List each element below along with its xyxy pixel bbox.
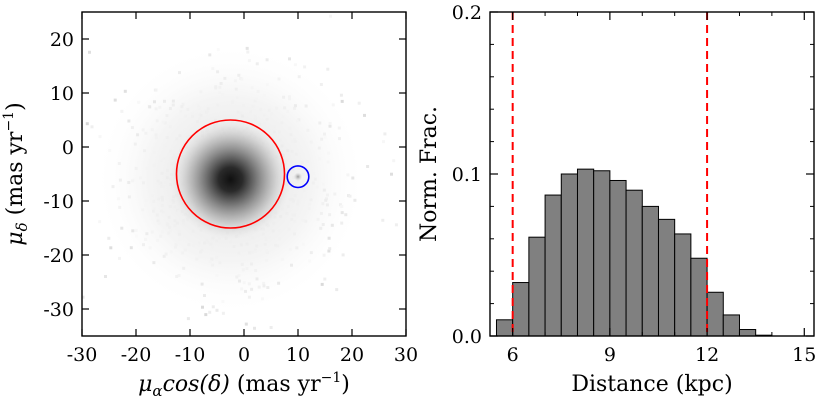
left-xtick-label: -20: [121, 344, 152, 366]
density-speckle: [123, 89, 127, 93]
density-speckle: [85, 122, 89, 126]
right-xtick-label: 12: [695, 344, 719, 366]
left-ytick-label: 10: [50, 83, 74, 105]
density-speckle: [232, 341, 235, 344]
histogram-bar: [593, 170, 611, 337]
density-core: [170, 118, 291, 240]
density-speckle: [383, 132, 387, 136]
density-speckle: [366, 165, 370, 168]
histogram-bar: [544, 194, 562, 337]
left-tick-labels: -30 -20 -10 0 10 20 30 -30 -20 -10 0 10 20: [43, 29, 418, 366]
distance-histogram-panel: 6 9 12 15 0.0 0.1 0.2 Distance (kpc) Norm. Fra…: [417, 2, 816, 397]
histogram-bar: [657, 218, 676, 337]
left-xtick-label: 30: [394, 344, 418, 366]
histogram-bar: [528, 236, 546, 337]
left-ytick-label: 0: [62, 137, 74, 159]
density-speckle: [82, 295, 85, 299]
histogram-bars: [495, 168, 773, 337]
density-speckle: [363, 113, 366, 117]
histogram-bar: [706, 291, 724, 337]
density-speckle: [98, 220, 102, 224]
left-ytick-label: 20: [50, 29, 74, 51]
density-speckle: [394, 223, 398, 227]
density-speckle: [329, 14, 332, 18]
histogram-bar: [674, 233, 692, 337]
right-axis-ticks: [490, 11, 814, 337]
density-speckle: [204, 313, 208, 317]
left-xtick-label: 20: [340, 344, 364, 366]
density-speckle: [323, 277, 327, 281]
density-speckle: [269, 326, 273, 329]
selection-circles: [175, 119, 310, 229]
right-xtick-label: 9: [604, 344, 616, 366]
left-ytick-label: -30: [43, 299, 74, 321]
right-xtick-label: 6: [507, 344, 519, 366]
density-speckle: [109, 246, 113, 250]
density-speckle: [88, 50, 91, 54]
cluster-overdensity: [293, 172, 303, 182]
histogram-bar: [576, 168, 595, 337]
density-speckle: [357, 101, 361, 105]
right-ytick-label: 0.0: [452, 326, 482, 348]
distance-limit-lines: [511, 12, 709, 336]
density-speckle: [439, 66, 442, 69]
density-speckle: [98, 135, 102, 139]
right-ytick-label: 0.1: [452, 164, 482, 186]
left-x-axis-label: μαcos(δ) (mas yr−1): [138, 370, 350, 400]
density-speckle: [90, 125, 94, 129]
left-plot-frame: [81, 11, 407, 337]
density-speckle: [113, 98, 117, 102]
histogram-bar: [690, 257, 708, 337]
right-plot-frame: [489, 11, 815, 337]
histogram-bar: [641, 205, 659, 337]
histogram-bar: [625, 189, 643, 337]
left-xtick-label: 0: [238, 344, 250, 366]
histogram-bar: [495, 319, 514, 337]
right-xtick-label: 15: [792, 344, 816, 366]
density-speckle: [335, 288, 339, 292]
target-cluster-circle: [286, 165, 310, 189]
density-speckle: [186, 317, 190, 321]
density-speckle: [244, 322, 248, 326]
density-speckle: [320, 282, 324, 286]
density-speckle: [390, 172, 393, 176]
right-ytick-label: 0.2: [452, 2, 482, 24]
right-x-axis-label: Distance (kpc): [571, 372, 732, 397]
right-tick-labels: 6 9 12 15 0.0 0.1 0.2: [452, 2, 817, 366]
density-speckle: [381, 218, 385, 222]
density-speckle: [339, 93, 343, 97]
left-xtick-label: 10: [286, 344, 310, 366]
histogram-bar: [609, 179, 627, 337]
density-speckle: [253, 326, 256, 330]
density-speckle: [392, 159, 396, 163]
histogram-bar: [512, 282, 530, 337]
density-speckle: [262, 345, 265, 348]
density-speckle: [104, 275, 107, 278]
histogram-bar: [738, 329, 757, 337]
left-ytick-label: -20: [43, 245, 74, 267]
left-y-axis-label: μδ (mas yr−1): [1, 102, 31, 245]
density-speckle: [54, 127, 57, 130]
density-speckle: [326, 67, 330, 71]
density-speckle: [382, 140, 385, 144]
left-xtick-label: -10: [175, 344, 206, 366]
histogram-bar: [560, 173, 578, 337]
field-selection-circle: [175, 119, 286, 229]
left-xtick-label: -30: [67, 344, 98, 366]
right-y-axis-label: Norm. Frac.: [417, 106, 442, 242]
histogram-bar: [722, 314, 740, 337]
proper-motion-panel: -30 -20 -10 0 10 20 30 -30 -20 -10 0 10 20 μαcos(δ) …: [1, 11, 442, 400]
left-ytick-label: -10: [43, 191, 74, 213]
proper-motion-density-map: [54, 14, 442, 348]
